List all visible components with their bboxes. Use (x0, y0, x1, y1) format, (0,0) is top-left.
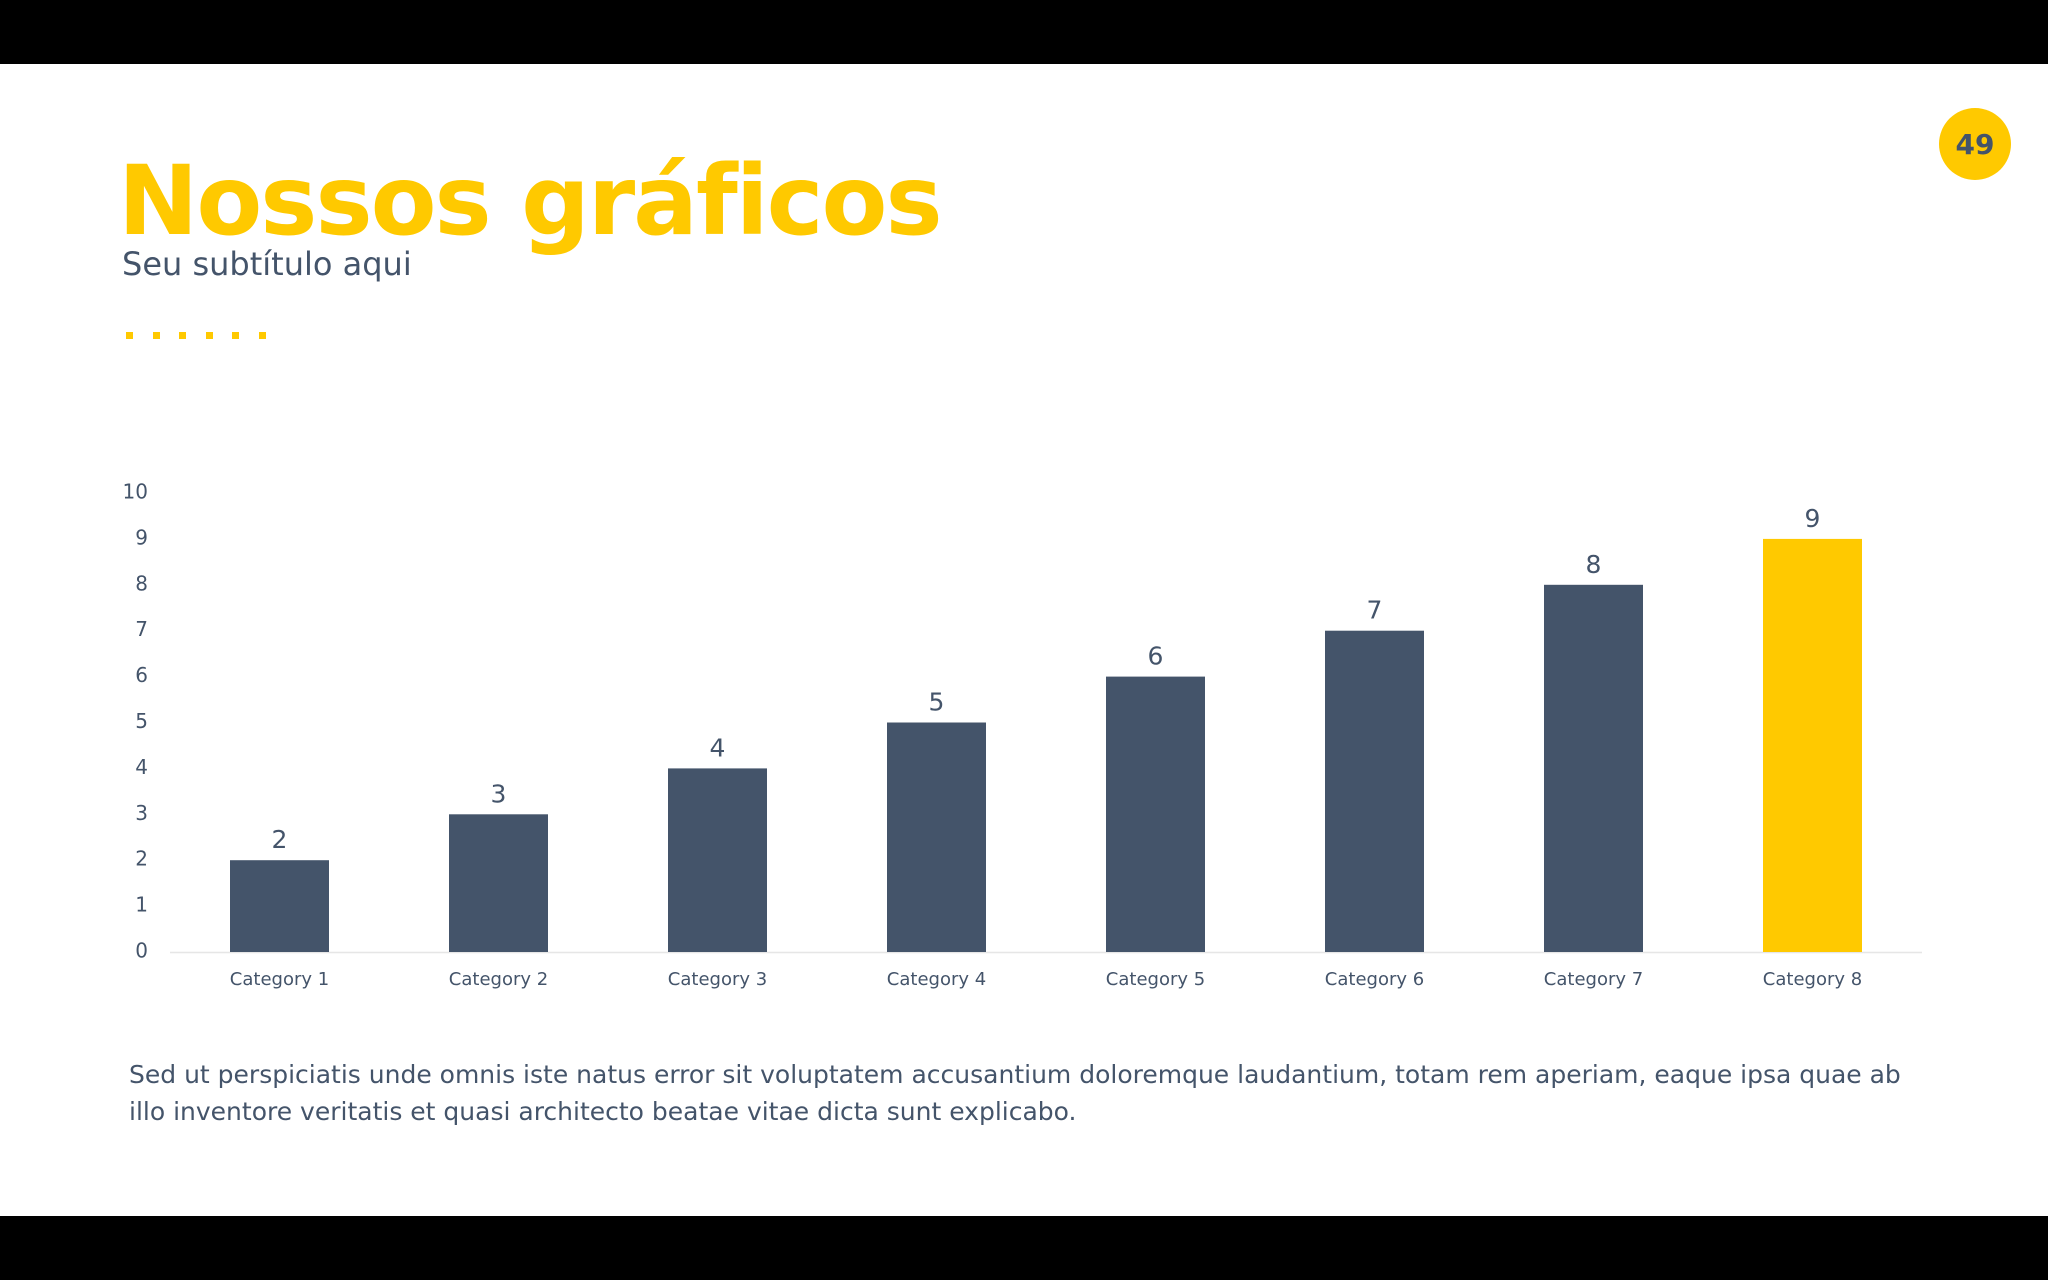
y-tick-label: 4 (135, 755, 148, 779)
x-tick-label: Category 6 (1325, 969, 1424, 990)
bar-value-label: 6 (1148, 642, 1164, 671)
bar (1544, 584, 1643, 952)
bar (1325, 630, 1424, 952)
divider-dot (205, 332, 213, 339)
bar (1106, 676, 1205, 952)
divider-dot (152, 332, 160, 339)
bar-value-label: 4 (710, 733, 726, 762)
divider-dot (258, 332, 266, 339)
bar (1763, 538, 1862, 952)
y-tick-label: 3 (135, 801, 148, 825)
bar-value-label: 3 (491, 779, 507, 808)
y-tick-label: 5 (135, 709, 148, 733)
divider-dot (232, 332, 240, 339)
y-tick-label: 9 (135, 525, 148, 549)
y-tick-label: 10 (123, 480, 148, 504)
page-title: Nossos gráficos (118, 145, 943, 257)
x-tick-label: Category 3 (668, 969, 767, 990)
x-tick-label: Category 4 (887, 969, 986, 990)
bar-value-label: 9 (1805, 504, 1821, 533)
x-axis: Category 1 Category 2 Category 3 Category 4… (230, 969, 1862, 990)
bar (668, 768, 767, 952)
page-number-badge: 49 (1939, 108, 2011, 180)
y-tick-label: 8 (135, 571, 148, 595)
dotted-divider (126, 332, 266, 342)
bar-value-label: 2 (272, 825, 288, 854)
x-tick-label: Category 5 (1106, 969, 1205, 990)
y-axis: 0 1 2 3 4 5 6 7 8 9 10 (123, 480, 148, 963)
y-tick-label: 0 (135, 939, 148, 963)
y-tick-label: 1 (135, 893, 148, 917)
y-tick-label: 2 (135, 847, 148, 871)
bar-value-label: 5 (929, 688, 945, 717)
letterbox-bottom (0, 1216, 2048, 1280)
bar (449, 814, 548, 952)
divider-dot (126, 332, 133, 339)
page-subtitle: Seu subtítulo aqui (122, 245, 412, 283)
x-tick-label: Category 1 (230, 969, 329, 990)
letterbox-top (0, 0, 2048, 64)
y-tick-label: 7 (135, 617, 148, 641)
x-tick-label: Category 8 (1763, 969, 1862, 990)
x-tick-label: Category 7 (1544, 969, 1643, 990)
bar-value-label: 8 (1586, 550, 1602, 579)
y-tick-label: 6 (135, 663, 148, 687)
bar-series (230, 538, 1862, 952)
data-labels: 2 3 4 5 6 7 8 9 (272, 504, 1821, 854)
description-text: Sed ut perspiciatis unde omnis iste natu… (129, 1060, 1901, 1126)
bar (230, 860, 329, 952)
bar (887, 722, 986, 952)
bar-value-label: 7 (1367, 596, 1383, 625)
divider-dot (179, 332, 187, 339)
x-tick-label: Category 2 (449, 969, 548, 990)
